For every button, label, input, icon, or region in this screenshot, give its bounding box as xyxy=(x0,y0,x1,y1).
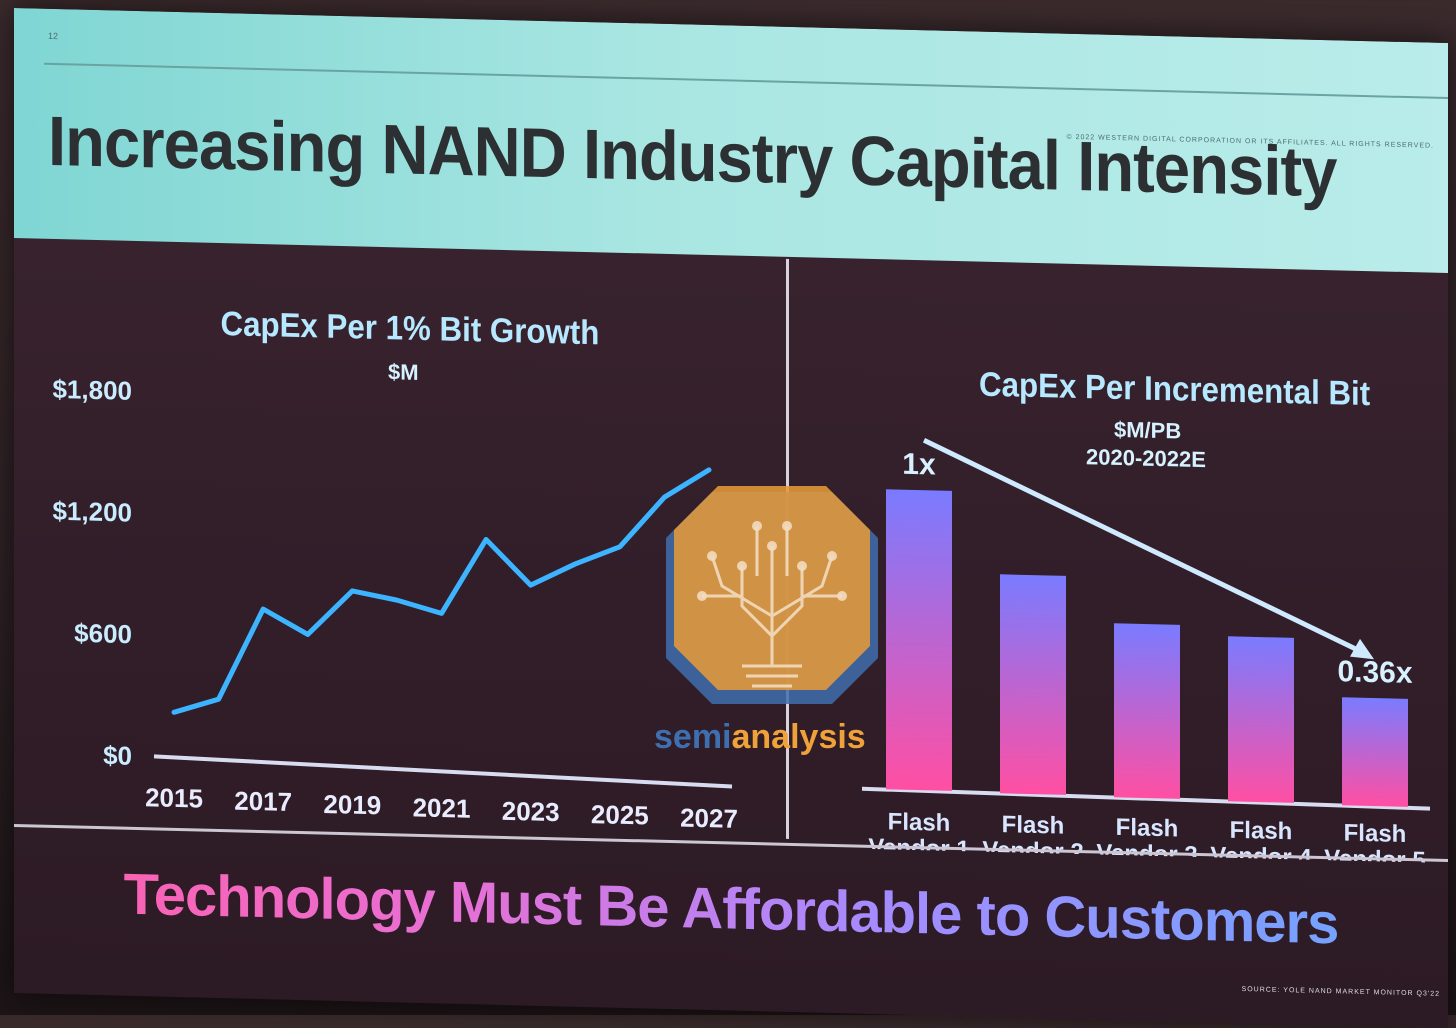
y-tick-label: $600 xyxy=(74,618,132,649)
x-tick-label: 2015 xyxy=(145,782,203,813)
header-rule xyxy=(44,63,1448,99)
bar-category-label: Flash xyxy=(1344,819,1407,848)
line-chart-title: CapEx Per 1% Bit Growth xyxy=(220,305,599,353)
slide-tagline: Technology Must Be Affordable to Custome… xyxy=(14,858,1448,960)
source-note: SOURCE: YOLE NAND MARKET MONITOR Q3'22 xyxy=(1242,986,1440,998)
bar-data-label: 1x xyxy=(902,448,936,482)
title-banner: 12 © 2022 WESTERN DIGITAL CORPORATION OR… xyxy=(14,8,1448,273)
slide-title: Increasing NAND Industry Capital Intensi… xyxy=(48,101,1337,212)
page-number: 12 xyxy=(48,31,58,41)
bar-4 xyxy=(1228,636,1294,803)
trend-arrow-line xyxy=(924,440,1364,653)
bar-category-label: Flash xyxy=(1116,814,1179,843)
x-tick-label: 2017 xyxy=(234,786,292,817)
bar-category-label: Flash xyxy=(888,808,951,837)
watermark-logo: semianalysis xyxy=(642,486,902,756)
y-tick-label: $1,800 xyxy=(52,374,132,406)
capex-line-series xyxy=(174,457,709,726)
y-tick-label: $0 xyxy=(103,740,132,771)
watermark-text-a: semianalysis xyxy=(654,718,866,756)
bar-data-label: 0.36x xyxy=(1337,655,1412,690)
x-tick-label: 2023 xyxy=(502,796,560,827)
bar-3 xyxy=(1114,623,1180,799)
bar-category-label: Flash xyxy=(1002,811,1065,840)
x-tick-label: 2021 xyxy=(413,792,471,823)
bar-category-label: Vendor 4 xyxy=(1210,842,1312,863)
x-axis-line xyxy=(154,756,732,786)
bar-5 xyxy=(1342,697,1408,807)
bar-2 xyxy=(1000,574,1066,795)
x-tick-label: 2027 xyxy=(680,802,738,833)
x-tick-label: 2025 xyxy=(591,799,649,830)
bar-category-label: Flash xyxy=(1230,817,1293,846)
x-tick-label: 2019 xyxy=(323,789,381,820)
y-tick-label: $1,200 xyxy=(52,496,132,528)
semianalysis-watermark: semianalysis xyxy=(642,486,902,756)
